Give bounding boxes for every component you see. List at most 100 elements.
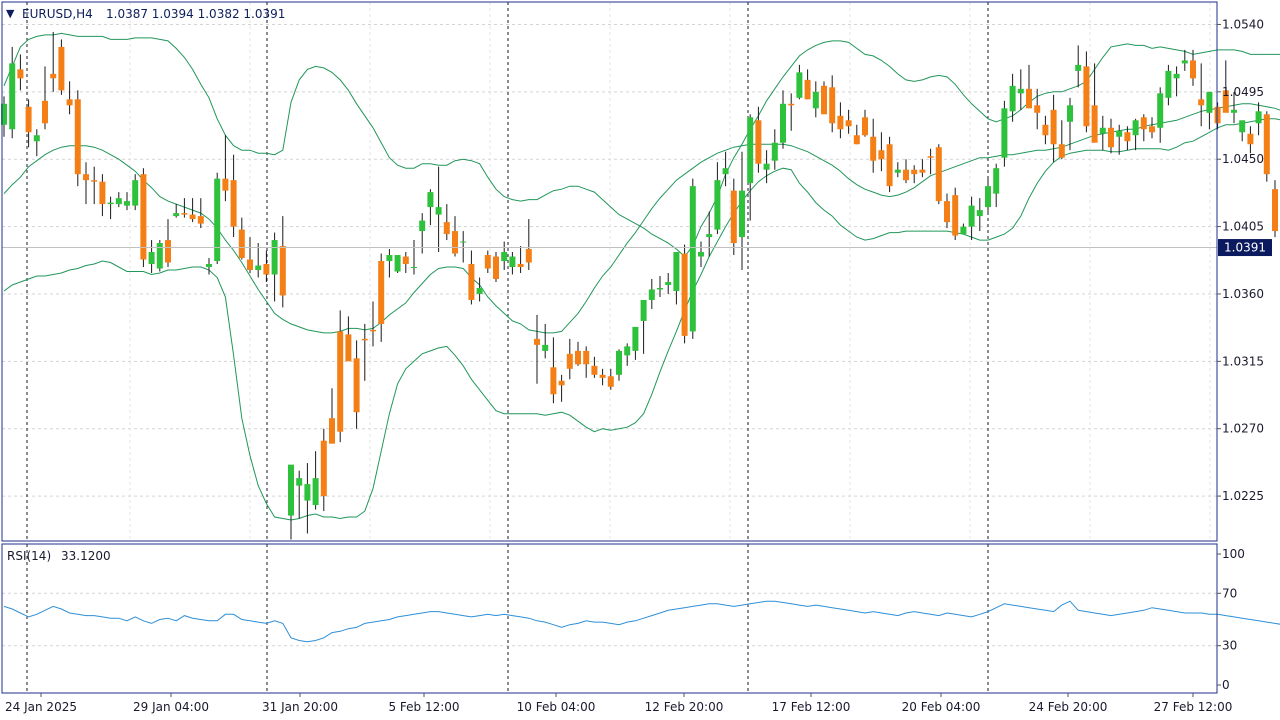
candle[interactable] xyxy=(1263,111,1270,182)
candle[interactable] xyxy=(1108,118,1114,154)
candle[interactable] xyxy=(156,240,163,272)
candle[interactable] xyxy=(17,54,24,91)
candle[interactable] xyxy=(304,463,311,534)
candle[interactable] xyxy=(402,252,409,273)
candle[interactable] xyxy=(903,159,909,184)
candle[interactable] xyxy=(1173,66,1180,97)
candle[interactable] xyxy=(247,237,253,273)
candle[interactable] xyxy=(271,232,278,302)
candle[interactable] xyxy=(386,249,393,278)
candle[interactable] xyxy=(722,151,729,187)
candle[interactable] xyxy=(878,132,885,172)
candle[interactable] xyxy=(886,136,893,193)
candle[interactable] xyxy=(1181,49,1188,71)
candle[interactable] xyxy=(993,163,1000,208)
candle[interactable] xyxy=(124,192,130,211)
candle[interactable] xyxy=(591,356,598,378)
candle[interactable] xyxy=(443,204,450,241)
candle[interactable] xyxy=(493,252,499,282)
candle[interactable] xyxy=(25,99,32,148)
candle[interactable] xyxy=(353,340,360,429)
candle[interactable] xyxy=(345,316,352,362)
candle[interactable] xyxy=(1206,91,1213,130)
candle[interactable] xyxy=(706,211,713,257)
candle[interactable] xyxy=(337,310,344,443)
candle[interactable] xyxy=(312,451,319,510)
candle[interactable] xyxy=(862,109,868,137)
candle[interactable] xyxy=(132,174,139,211)
candle[interactable] xyxy=(238,217,245,260)
candle[interactable] xyxy=(698,241,704,268)
candle[interactable] xyxy=(640,299,647,354)
candle[interactable] xyxy=(476,277,483,302)
candle[interactable] xyxy=(1099,115,1106,151)
candle[interactable] xyxy=(1075,45,1082,88)
candle[interactable] xyxy=(452,216,458,257)
candle[interactable] xyxy=(181,198,188,218)
candle[interactable] xyxy=(1132,118,1139,151)
candle[interactable] xyxy=(624,343,631,366)
candle[interactable] xyxy=(255,243,262,278)
candle[interactable] xyxy=(50,31,57,92)
candle[interactable] xyxy=(804,69,811,100)
candle[interactable] xyxy=(230,154,237,238)
candle[interactable] xyxy=(771,129,778,170)
candle[interactable] xyxy=(165,219,171,268)
candle[interactable] xyxy=(829,75,836,133)
candle[interactable] xyxy=(99,174,106,217)
candle[interactable] xyxy=(1058,120,1065,160)
candle[interactable] xyxy=(361,323,368,381)
candle[interactable] xyxy=(566,338,573,380)
candle[interactable] xyxy=(747,114,754,221)
candle[interactable] xyxy=(1050,94,1057,163)
triangle-down-icon[interactable]: ▼ xyxy=(6,7,15,20)
candle[interactable] xyxy=(1198,63,1205,127)
candle[interactable] xyxy=(919,159,926,178)
candle[interactable] xyxy=(288,464,294,540)
candle[interactable] xyxy=(730,178,737,256)
candle[interactable] xyxy=(206,258,212,275)
candle[interactable] xyxy=(484,250,491,273)
candle[interactable] xyxy=(296,470,303,519)
candle[interactable] xyxy=(1091,63,1098,143)
candle[interactable] xyxy=(1124,126,1131,151)
candle[interactable] xyxy=(197,198,204,229)
candle[interactable] xyxy=(1214,102,1221,130)
candle[interactable] xyxy=(1026,64,1032,109)
candle[interactable] xyxy=(583,346,590,378)
candle[interactable] xyxy=(1067,97,1073,151)
candle[interactable] xyxy=(1255,102,1262,136)
candle[interactable] xyxy=(755,106,762,173)
candle[interactable] xyxy=(320,428,327,512)
candle[interactable] xyxy=(665,272,672,294)
candle[interactable] xyxy=(1140,114,1147,142)
candle[interactable] xyxy=(517,246,524,273)
candle[interactable] xyxy=(853,124,860,145)
candle[interactable] xyxy=(1083,51,1090,133)
candle[interactable] xyxy=(968,196,975,241)
candle[interactable] xyxy=(911,165,918,184)
candle[interactable] xyxy=(542,323,549,359)
candle[interactable] xyxy=(796,64,803,100)
candle[interactable] xyxy=(952,187,959,241)
candle[interactable] xyxy=(370,301,376,347)
candle[interactable] xyxy=(1149,117,1155,139)
candle[interactable] xyxy=(189,198,196,223)
candle[interactable] xyxy=(575,341,581,366)
candle[interactable] xyxy=(1116,124,1123,155)
candle[interactable] xyxy=(550,337,557,404)
candle[interactable] xyxy=(1042,115,1049,145)
candle[interactable] xyxy=(1157,87,1164,143)
candle[interactable] xyxy=(689,178,696,339)
candle[interactable] xyxy=(501,241,508,271)
candle[interactable] xyxy=(1009,73,1016,122)
candle[interactable] xyxy=(780,90,786,149)
candle[interactable] xyxy=(279,216,286,308)
candle[interactable] xyxy=(1222,60,1229,113)
candle[interactable] xyxy=(411,240,417,275)
candle[interactable] xyxy=(329,388,335,444)
candle[interactable] xyxy=(1165,64,1172,106)
candle[interactable] xyxy=(985,177,991,214)
candle[interactable] xyxy=(607,368,614,390)
